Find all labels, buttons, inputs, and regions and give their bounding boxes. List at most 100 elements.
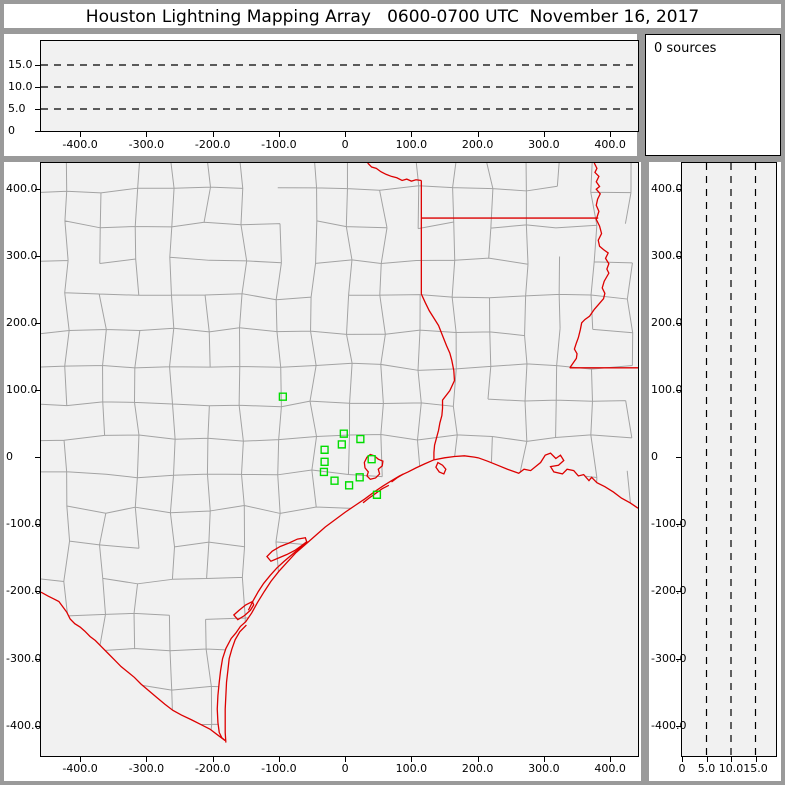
map-x-tick-label: 400.0	[594, 762, 626, 775]
lma-station-marker	[356, 474, 363, 481]
ns-y-tick-label: 300.0	[651, 248, 683, 262]
ew-x-tick	[278, 132, 280, 137]
ns-y-tick	[676, 524, 681, 526]
ns-x-tick	[731, 757, 732, 762]
window-title: Houston Lightning Mapping Array 0600-070…	[85, 6, 700, 27]
map-x-tick-label: 200.0	[461, 762, 494, 775]
altitude-ew-canvas	[41, 64, 638, 110]
ew-x-tick-label: -300.0	[128, 138, 165, 151]
ns-x-tick	[682, 757, 683, 762]
map-x-tick-label: -200.0	[194, 762, 231, 775]
sources-panel: 0 sources	[645, 34, 781, 156]
lma-station-marker	[331, 477, 338, 484]
ew-x-tick-label: -200.0	[194, 138, 231, 151]
ew-x-tick-label: -100.0	[261, 138, 297, 151]
map-y-tick	[35, 524, 40, 526]
lma-station-marker	[321, 458, 328, 465]
separator-top-vertical	[637, 34, 645, 156]
ew-y-tick-label: 15.0	[8, 58, 33, 71]
lma-station-marker	[368, 456, 375, 463]
lma-station-marker	[338, 441, 345, 448]
map-x-tick	[477, 757, 479, 762]
ns-y-tick-label: 400.0	[651, 181, 683, 195]
lma-stations-layer	[279, 393, 380, 498]
map-y-tick	[35, 322, 40, 324]
gulf-coastline	[217, 453, 638, 740]
county-boundaries	[41, 163, 633, 756]
map-y-tick	[35, 725, 40, 727]
plan-view-map-canvas	[41, 163, 638, 756]
ew-y-tick-label: 10.0	[8, 80, 33, 93]
ns-y-tick-label: -300.0	[651, 651, 687, 665]
ns-y-tick	[676, 255, 681, 257]
map-y-tick-label: 100.0	[6, 382, 38, 396]
map-x-tick	[80, 757, 82, 762]
rio-grande-mexico-border	[41, 592, 225, 740]
ew-y-tick	[35, 109, 40, 110]
map-x-tick-label: -400.0	[62, 762, 98, 775]
ew-x-tick-label: 100.0	[395, 138, 428, 151]
map-x-tick-label: -300.0	[128, 762, 165, 775]
sabine-river-tx-la-border	[421, 294, 454, 460]
ns-x-tick-label: 5.0	[697, 762, 716, 775]
ns-y-tick-label: 200.0	[651, 315, 683, 329]
sources-count-label: 0 sources	[654, 41, 717, 56]
map-y-tick-label: -400.0	[6, 718, 42, 732]
map-x-tick	[212, 757, 214, 762]
ew-x-tick-label: -400.0	[62, 138, 98, 151]
ns-y-tick-label: 100.0	[651, 382, 683, 396]
state-borders-layer	[41, 163, 638, 743]
ew-x-tick-label: 0	[341, 138, 349, 151]
map-x-tick-label: 300.0	[528, 762, 560, 775]
ew-y-tick	[35, 65, 40, 66]
plan-view-map-plot[interactable]	[40, 162, 639, 757]
ns-y-tick	[676, 389, 681, 391]
ew-x-tick-label: 200.0	[461, 138, 494, 151]
ew-x-tick	[212, 132, 214, 137]
lma-station-marker	[340, 430, 347, 437]
galveston-island	[363, 485, 389, 502]
ns-y-tick-label: -100.0	[651, 517, 687, 531]
map-x-tick	[146, 757, 148, 762]
ew-y-tick	[35, 87, 40, 88]
ns-x-tick	[706, 757, 708, 762]
altitude-ns-plot[interactable]	[681, 162, 777, 757]
lma-station-marker	[279, 393, 286, 400]
map-y-tick-label: 0	[6, 450, 13, 464]
map-y-tick	[35, 255, 40, 257]
corpus-christi-bay	[234, 602, 254, 620]
map-x-tick-label: -100.0	[261, 762, 297, 775]
ns-y-tick	[676, 322, 681, 324]
lma-station-marker	[346, 482, 353, 489]
mississippi-river	[570, 163, 609, 368]
ew-y-tick-label: 0	[8, 124, 15, 137]
map-x-tick-label: 0	[341, 762, 349, 775]
lma-station-marker	[357, 436, 364, 443]
ns-y-tick	[676, 591, 681, 593]
map-y-tick-label: 400.0	[6, 181, 38, 195]
ew-x-tick	[80, 132, 82, 137]
title-bar: Houston Lightning Mapping Array 0600-070…	[4, 4, 781, 29]
county-boundaries-layer	[41, 163, 633, 756]
map-y-tick-label: 300.0	[6, 248, 38, 262]
ns-x-tick-label: 10.0	[718, 762, 744, 775]
map-x-tick	[278, 757, 280, 762]
ns-y-tick	[676, 725, 681, 727]
map-y-tick	[35, 591, 40, 593]
map-x-tick-label: 100.0	[395, 762, 428, 775]
altitude-ew-plot[interactable]	[40, 40, 639, 132]
ew-x-tick-label: 300.0	[528, 138, 560, 151]
altitude-ns-canvas	[705, 163, 757, 756]
map-y-tick	[35, 658, 40, 660]
separator-under-title	[4, 28, 781, 34]
ew-y-tick-label: 5.0	[8, 102, 26, 115]
ns-y-tick-label: -200.0	[651, 584, 687, 598]
ns-y-tick	[676, 188, 681, 190]
map-x-tick	[411, 757, 413, 762]
lma-station-marker	[320, 468, 327, 475]
ew-x-tick	[411, 132, 413, 137]
ns-x-tick-label: 15.0	[743, 762, 768, 775]
red-river-tx-ok-border	[368, 163, 422, 181]
padre-island	[225, 625, 246, 743]
